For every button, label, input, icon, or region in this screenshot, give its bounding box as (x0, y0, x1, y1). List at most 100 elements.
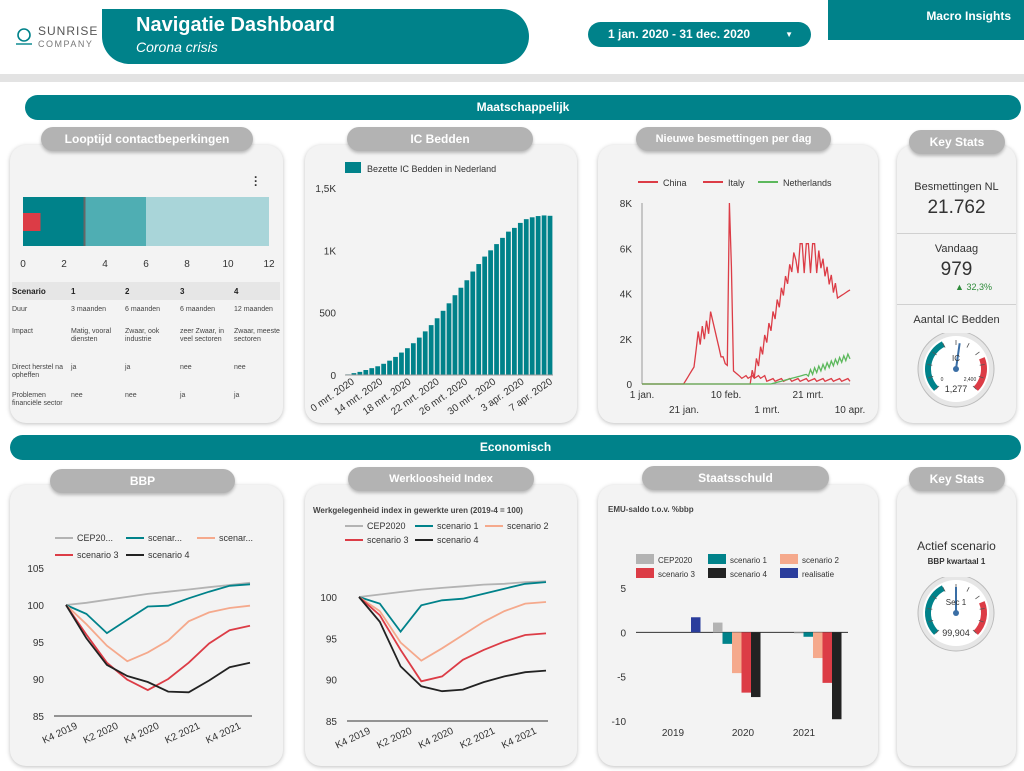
besmettingen-y-tick-label: 8K (620, 199, 633, 210)
staatsschuld-chart-title: EMU-saldo t.o.v. %bbp (608, 505, 694, 514)
ic-bar (357, 371, 363, 375)
line-china (642, 202, 851, 385)
besmettingen-y-tick-label: 4K (620, 290, 633, 301)
line-italy (642, 243, 851, 385)
besmettingen-nl-value: 21.762 (927, 197, 986, 218)
bbp-y-tick-label: 100 (27, 601, 44, 612)
looptijd-tick-label: 4 (102, 259, 108, 270)
ic-bar (452, 295, 458, 375)
more-menu-icon[interactable]: · · · (254, 170, 258, 192)
ic-bar (464, 280, 470, 375)
staatsschuld-chart: CEP2020 scenario 1 scenario 2 scenario 3 sce… (612, 554, 848, 739)
ic-y-tick-label: 0 (330, 371, 336, 382)
ic-bar (458, 287, 464, 375)
ic-bar (416, 337, 422, 375)
staatsschuld-y-tick-label: 5 (620, 584, 626, 595)
werkloosheid-y-tick-label: 90 (326, 676, 338, 687)
header-divider (0, 74, 1024, 82)
card-ic-bedden: Bezette IC Bedden in Nederland 0 500 1K 1,5… (305, 145, 577, 423)
card-besmettingen: China Italy Netherlands 0 2K 4K 6K 8K 1 jan. 10 … (598, 145, 878, 423)
bbp-chart: CEP20... scenar... scenar... scenario 3 scen… (27, 533, 253, 746)
staatsschuld-bar (691, 617, 701, 633)
ic-bar (393, 356, 398, 375)
werkloosheid-legend-label: scenario 1 (437, 521, 479, 531)
besmettingen-x-tick-label: 10 apr. (835, 405, 866, 416)
staatsschuld-x-tick-label: 2020 (732, 728, 755, 739)
staatsschuld-legend-label: CEP2020 (658, 556, 693, 565)
table-cell: 12 maanden (234, 306, 273, 313)
card-looptijd: 0 2 4 6 8 10 12 · · · Scenario 1 2 3 4 Duur 3 maanden 6… (10, 145, 283, 423)
werkloosheid-series-line (358, 596, 547, 683)
werkloosheid-x-tick-label: K2 2020 (375, 726, 414, 752)
gauge-tick (928, 620, 934, 623)
gauge-tick (966, 342, 970, 348)
logo: SUNRISE COMPANY (14, 22, 104, 52)
card-key-stats-2: Actief scenario BBP kwartaal 1 Sec 1 99,9… (897, 485, 1016, 766)
staatsschuld-bar (803, 632, 813, 637)
staatsschuld-bar (832, 632, 842, 720)
table-cell: 6 maanden (125, 306, 161, 313)
ic-bar (381, 363, 386, 375)
table-row-label: Direct herstel na opheffen (12, 364, 63, 379)
vandaag-delta-value: 32,3% (966, 282, 992, 292)
gauge-value: 1,277 (945, 384, 968, 394)
gauge-tick (932, 351, 937, 356)
table-cell: Matig, vooral diensten (71, 328, 112, 343)
divider (897, 304, 1016, 305)
card-title-looptijd: Looptijd contactbeperkingen (41, 127, 253, 151)
werkloosheid-legend-label: scenario 4 (437, 535, 479, 545)
besmettingen-x-tick-label: 21 mrt. (792, 390, 823, 401)
gauge-tick (935, 385, 940, 390)
staatsschuld-bar (732, 632, 742, 674)
staatsschuld-bar (741, 632, 751, 693)
ic-bar (410, 343, 416, 375)
ic-bar (428, 325, 434, 375)
card-title-staatsschuld: Staatsschuld (642, 466, 829, 490)
looptijd-segment (146, 197, 269, 246)
bbp-legend-label: scenario 3 (77, 550, 119, 560)
staatsschuld-bar (822, 632, 832, 683)
werkloosheid-series-line (358, 596, 547, 693)
werkloosheid-x-tick-label: K4 2019 (334, 726, 373, 752)
logo-line1: SUNRISE (38, 24, 99, 38)
werkloosheid-x-tick-label: K4 2021 (500, 726, 539, 752)
besmettingen-y-tick-label: 0 (626, 380, 632, 391)
bbp-kwartaal-label: BBP kwartaal 1 (927, 557, 986, 566)
ic-bar (363, 370, 369, 375)
staatsschuld-bar (751, 632, 761, 698)
besmettingen-x-tick-label: 21 jan. (669, 405, 699, 416)
card-title-key-stats-2: Key Stats (909, 467, 1005, 491)
macro-insights-button[interactable]: Macro Insights (828, 0, 1024, 40)
date-range-selector[interactable]: 1 jan. 2020 - 31 dec. 2020 ▼ (588, 22, 811, 47)
looptijd-tick-label: 12 (263, 259, 275, 270)
table-cell: zeer Zwaar, in veel sectoren (180, 328, 224, 343)
werkloosheid-x-tick-label: K4 2020 (417, 726, 456, 752)
bbp-legend-label: scenar... (219, 533, 253, 543)
looptijd-marker (23, 213, 41, 231)
looptijd-tick-label: 2 (61, 259, 67, 270)
besmettingen-legend-label: Netherlands (783, 178, 832, 188)
bbp-series-line (65, 604, 251, 694)
ic-bar (547, 215, 553, 375)
staatsschuld-legend-label: realisatie (802, 570, 835, 579)
ic-count-label: Aantal IC Bedden (913, 314, 1000, 326)
gauge-tick (942, 586, 946, 592)
line-netherlands (642, 352, 851, 385)
actief-scenario-label: Actief scenario (917, 539, 996, 553)
staatsschuld-y-tick-label: 0 (620, 628, 626, 639)
ic-bar (523, 219, 529, 375)
bbp-y-tick-label: 85 (33, 712, 45, 723)
werkloosheid-chart: CEP2020 scenario 1 scenario 2 scenario 3 sce… (320, 521, 548, 752)
table-row-label: Problemen financiële sector (12, 392, 63, 407)
card-key-stats: Besmettingen NL 21.762 Vandaag 979 ▲ 32,… (897, 145, 1016, 423)
section-maatschappelijk: Maatschappelijk (25, 95, 1021, 120)
chevron-down-icon: ▼ (785, 30, 793, 39)
title-banner: Navigatie Dashboard Corona crisis (102, 9, 529, 64)
staatsschuld-x-tick-label: 2021 (793, 728, 816, 739)
card-title-werkloosheid: Werkloosheid Index (348, 467, 534, 491)
bbp-legend-label: scenar... (148, 533, 182, 543)
besmettingen-x-tick-label: 1 jan. (630, 390, 654, 401)
bbp-y-tick-label: 95 (33, 638, 45, 649)
section-economisch-label: Economisch (479, 440, 552, 454)
ic-y-tick-label: 1K (324, 246, 337, 257)
